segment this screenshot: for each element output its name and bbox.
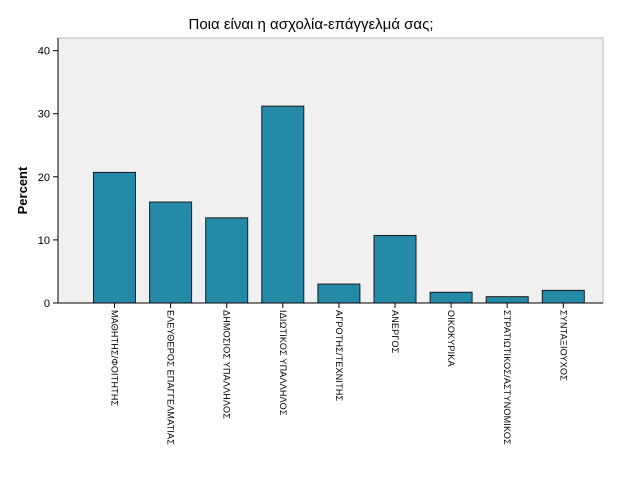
y-axis-title: Percent <box>15 166 30 214</box>
x-category-label: ΟΙΚΟΚΥΡΙΚΑ <box>446 310 456 367</box>
y-tick-label: 30 <box>38 109 50 121</box>
bar <box>485 296 529 304</box>
bar <box>373 234 417 304</box>
x-category-label: ΣΤΡΑΤΙΩΤΙΚΟΣ/ΑΣΤΥΝΟΜΙΚΟΣ <box>502 310 512 445</box>
bar <box>429 291 473 304</box>
bar <box>93 171 136 304</box>
x-category-label: ΕΛΕΥΘΕΡΟΣ ΕΠΑΓΓΕΛΜΑΤΙΑΣ <box>166 310 176 445</box>
x-axis-labels: ΜΑΘΗΤΗΣ/ΦΟΙΤΗΤΗΣ ΕΛΕΥΘΕΡΟΣ ΕΠΑΓΓΕΛΜΑΤΙΑΣ Δ… <box>110 303 568 445</box>
bar <box>317 283 361 304</box>
y-tick-label: 20 <box>38 172 50 184</box>
y-tick-label: 0 <box>44 298 50 310</box>
y-tick-label: 40 <box>38 46 50 58</box>
x-category-label: ΜΑΘΗΤΗΣ/ΦΟΙΤΗΤΗΣ <box>110 310 120 407</box>
plot-area <box>57 37 604 304</box>
bars-group <box>93 105 585 304</box>
y-axis: 0 10 20 30 40 <box>38 38 603 310</box>
x-category-label: ΔΗΜΟΣΙΟΣ ΥΠΑΛΛΗΛΟΣ <box>222 310 232 419</box>
bar <box>205 217 249 304</box>
bar <box>149 201 193 304</box>
y-tick-label: 10 <box>38 235 50 247</box>
x-category-label: ΣΥΝΤΑΞΙΟΥΧΟΣ <box>558 310 568 381</box>
bar <box>541 289 585 304</box>
x-category-label: ΙΔΙΩΤΙΚΟΣ ΥΠΑΛΛΗΛΟΣ <box>278 310 288 416</box>
chart-title: Ποια είναι η ασχολία-επάγγελμά σας; <box>189 16 434 33</box>
x-category-label: ΑΓΡΟΤΗΣ/ΤΕΧΝΙΤΗΣ <box>334 310 344 402</box>
bar <box>261 105 305 304</box>
x-category-label: ΑΝΕΡΓΟΣ <box>390 310 400 354</box>
